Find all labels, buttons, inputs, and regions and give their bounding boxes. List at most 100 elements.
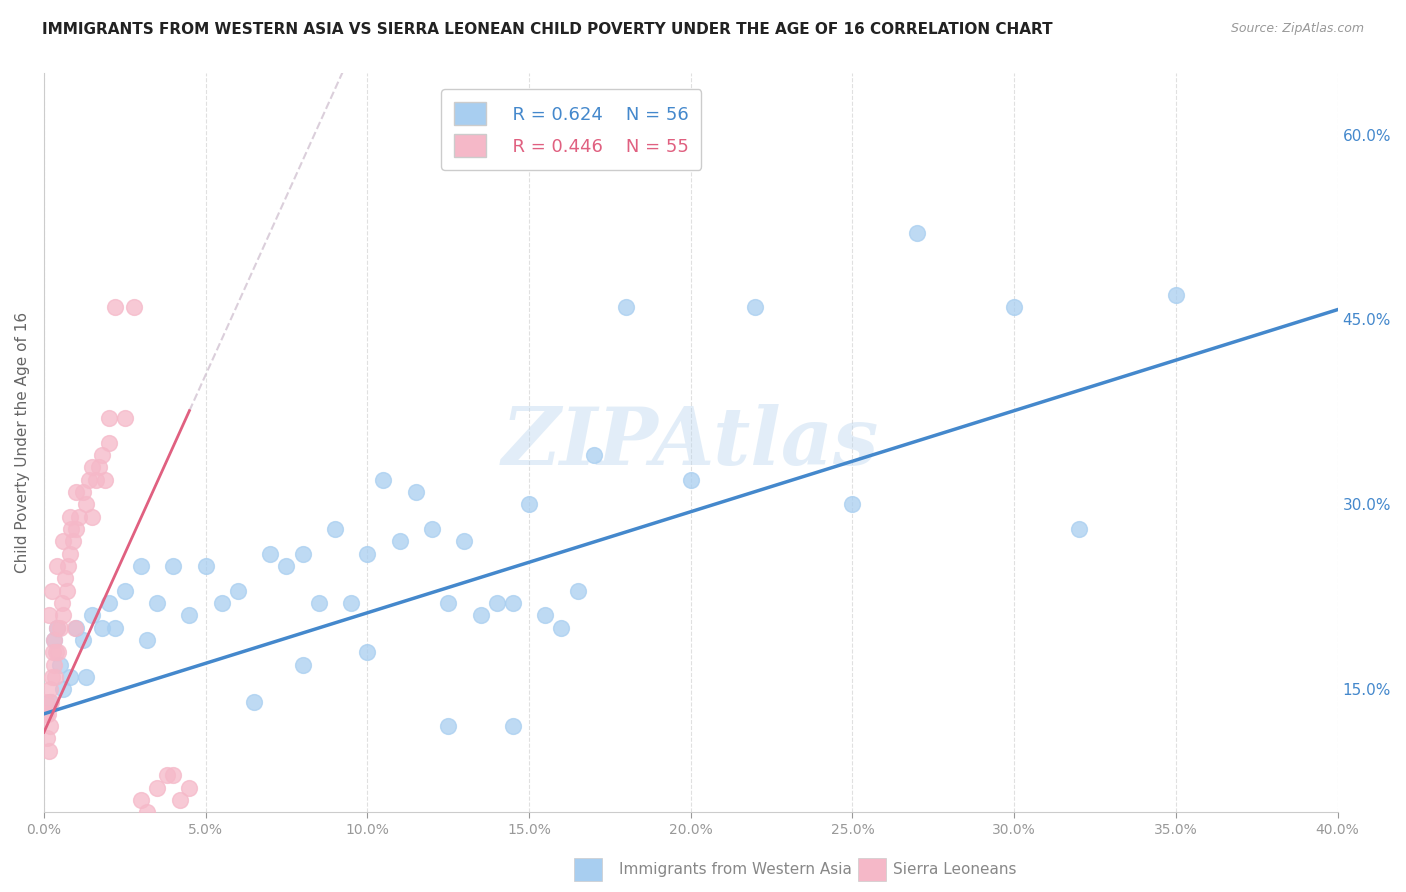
Point	[534, 608, 557, 623]
Point	[62, 534, 84, 549]
Point	[75, 670, 97, 684]
Point	[162, 768, 184, 782]
Point	[56, 558, 79, 573]
Point	[77, 473, 100, 487]
Text: Source: ZipAtlas.com: Source: ZipAtlas.com	[1230, 22, 1364, 36]
Point	[84, 473, 107, 487]
Point	[905, 226, 928, 240]
Point	[291, 547, 314, 561]
Point	[72, 632, 94, 647]
Point	[51, 596, 73, 610]
Point	[97, 435, 120, 450]
Text: Sierra Leoneans: Sierra Leoneans	[893, 863, 1017, 877]
Point	[59, 547, 82, 561]
Point	[276, 558, 298, 573]
Point	[211, 596, 233, 610]
Point	[485, 596, 508, 610]
Point	[104, 621, 127, 635]
Point	[49, 657, 72, 672]
Point	[82, 460, 104, 475]
Point	[34, 706, 56, 721]
Point	[45, 558, 67, 573]
Point	[42, 632, 65, 647]
Text: Immigrants from Western Asia: Immigrants from Western Asia	[619, 863, 852, 877]
Point	[59, 509, 82, 524]
Point	[49, 621, 72, 635]
Point	[39, 682, 62, 697]
Point	[502, 596, 524, 610]
Point	[744, 300, 766, 314]
Point	[323, 522, 346, 536]
Point	[582, 448, 605, 462]
Point	[45, 621, 67, 635]
Y-axis label: Child Poverty Under the Age of 16: Child Poverty Under the Age of 16	[15, 312, 30, 574]
Point	[91, 621, 114, 635]
Point	[453, 534, 475, 549]
Point	[44, 632, 66, 647]
Point	[45, 621, 67, 635]
Point	[37, 731, 59, 746]
Point	[420, 522, 443, 536]
Point	[405, 485, 427, 500]
Point	[60, 522, 83, 536]
Point	[114, 583, 136, 598]
Point	[156, 768, 179, 782]
Point	[226, 583, 249, 598]
Point	[1002, 300, 1025, 314]
Point	[308, 596, 330, 610]
Point	[243, 694, 266, 708]
Point	[42, 657, 65, 672]
Point	[55, 583, 77, 598]
Point	[65, 522, 87, 536]
Point	[614, 300, 637, 314]
Point	[72, 485, 94, 500]
Legend:   R = 0.624    N = 56,   R = 0.446    N = 55: R = 0.624 N = 56, R = 0.446 N = 55	[441, 89, 702, 170]
Point	[841, 497, 863, 511]
Point	[41, 670, 63, 684]
Point	[129, 793, 152, 807]
Point	[373, 473, 395, 487]
Point	[259, 547, 281, 561]
Text: ZIPAtlas: ZIPAtlas	[502, 404, 879, 482]
Point	[169, 793, 191, 807]
Point	[75, 497, 97, 511]
Point	[65, 621, 87, 635]
Point	[194, 558, 217, 573]
Point	[45, 645, 67, 659]
Point	[48, 645, 70, 659]
Point	[356, 547, 378, 561]
Point	[356, 645, 378, 659]
Point	[38, 744, 60, 758]
Point	[104, 300, 127, 314]
Point	[42, 645, 65, 659]
Point	[517, 497, 540, 511]
Point	[388, 534, 411, 549]
Point	[136, 805, 159, 820]
Point	[94, 473, 117, 487]
Point	[38, 719, 60, 733]
Text: IMMIGRANTS FROM WESTERN ASIA VS SIERRA LEONEAN CHILD POVERTY UNDER THE AGE OF 16: IMMIGRANTS FROM WESTERN ASIA VS SIERRA L…	[42, 22, 1053, 37]
Point	[65, 485, 87, 500]
Point	[1164, 288, 1187, 302]
Point	[124, 300, 146, 314]
Point	[39, 694, 62, 708]
Point	[567, 583, 589, 598]
Point	[114, 411, 136, 425]
Point	[136, 632, 159, 647]
Point	[82, 608, 104, 623]
Point	[129, 558, 152, 573]
Point	[146, 780, 169, 795]
Point	[53, 571, 76, 585]
Point	[146, 596, 169, 610]
Point	[44, 670, 66, 684]
Point	[437, 719, 460, 733]
Point	[437, 596, 460, 610]
Point	[35, 694, 58, 708]
Point	[550, 621, 572, 635]
Point	[679, 473, 702, 487]
Point	[37, 706, 59, 721]
Point	[179, 608, 201, 623]
Point	[39, 694, 62, 708]
Point	[52, 682, 75, 697]
Point	[41, 583, 63, 598]
